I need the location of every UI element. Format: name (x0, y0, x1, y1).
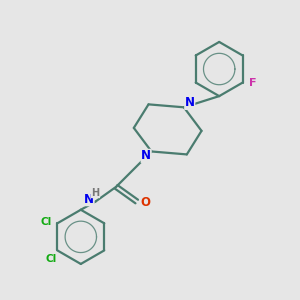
Text: H: H (92, 188, 100, 198)
Text: N: N (141, 149, 151, 162)
Text: O: O (140, 196, 150, 209)
Text: N: N (185, 96, 195, 110)
Text: Cl: Cl (46, 254, 57, 264)
Text: F: F (249, 78, 257, 88)
Text: N: N (84, 193, 94, 206)
Text: Cl: Cl (40, 217, 52, 227)
